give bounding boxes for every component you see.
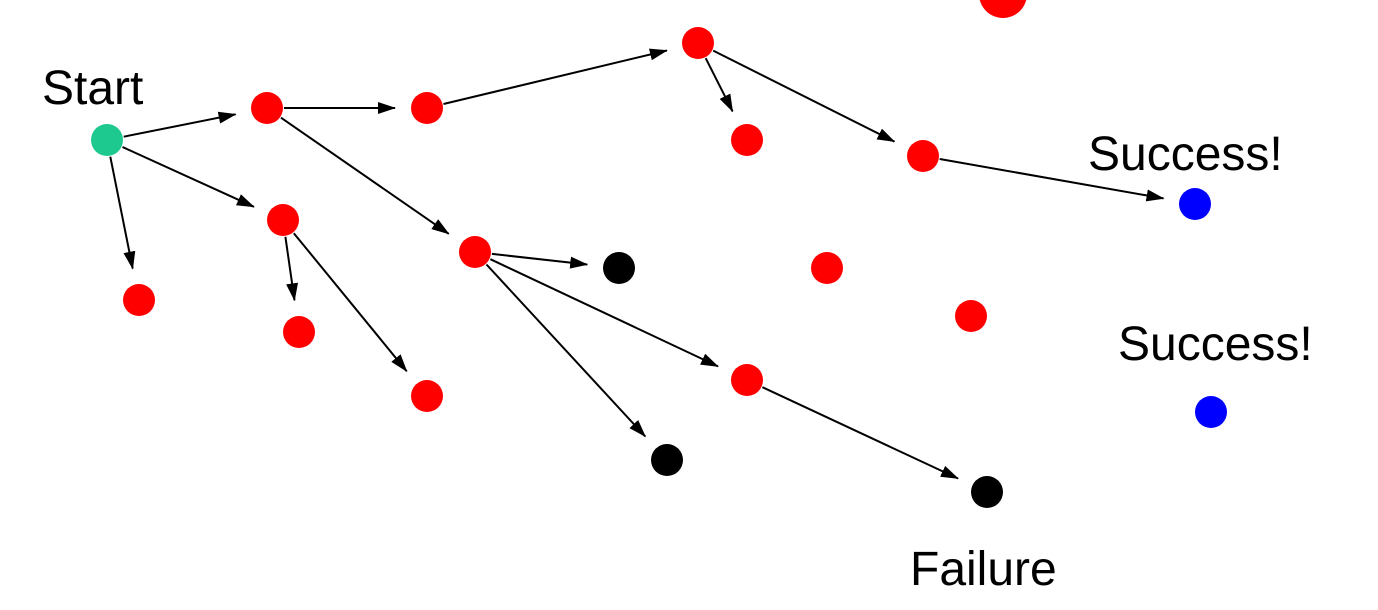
node-fail <box>971 476 1003 508</box>
edge-n5-n11 <box>490 259 718 366</box>
node-n13 <box>955 300 987 332</box>
success-label-2: Success! <box>1118 321 1313 369</box>
node-n6 <box>682 27 714 59</box>
node-n9 <box>283 316 315 348</box>
edge-n1-n5 <box>281 118 449 234</box>
edge-n2-n9 <box>285 237 294 300</box>
node-succ2 <box>1195 396 1227 428</box>
node-n1 <box>251 92 283 124</box>
edge-start-n1 <box>124 114 236 136</box>
edge-n11-fail <box>762 387 958 478</box>
start-label: Start <box>42 65 143 113</box>
node-n2 <box>267 204 299 236</box>
failure-label: Failure <box>910 546 1057 594</box>
edge-start-n3 <box>110 157 132 269</box>
nodes-layer <box>91 0 1227 508</box>
node-n11 <box>731 364 763 396</box>
node-top_partial <box>979 0 1027 18</box>
node-n8 <box>907 140 939 172</box>
node-succ1 <box>1179 188 1211 220</box>
edge-n4-n6 <box>444 51 667 105</box>
node-n4 <box>411 92 443 124</box>
success-label-1: Success! <box>1088 131 1283 179</box>
node-n10 <box>411 380 443 412</box>
node-dead1 <box>603 252 635 284</box>
edge-n2-n10 <box>294 233 407 371</box>
node-start <box>91 124 123 156</box>
edge-start-n2 <box>123 147 254 207</box>
node-n3 <box>123 284 155 316</box>
edge-n6-n7 <box>706 58 733 111</box>
edge-n5-dead2 <box>487 265 646 437</box>
node-n12 <box>811 252 843 284</box>
node-dead2 <box>651 444 683 476</box>
node-n7 <box>731 124 763 156</box>
node-n5 <box>459 236 491 268</box>
edge-n5-dead1 <box>492 254 587 265</box>
